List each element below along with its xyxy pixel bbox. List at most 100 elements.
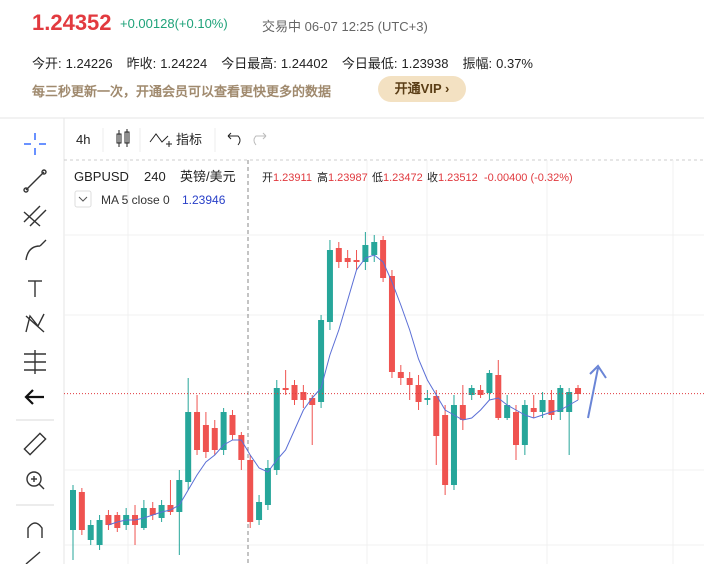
- candle-body: [326, 250, 333, 322]
- candle-body: [318, 320, 325, 402]
- channel-tool[interactable]: [23, 205, 47, 227]
- stat-value: 1.23938: [401, 56, 449, 71]
- pencil-tool[interactable]: [25, 551, 41, 564]
- candle-body: [309, 398, 316, 405]
- stat: 振幅: 0.37%: [463, 56, 534, 71]
- stat-label: 今开:: [32, 56, 62, 71]
- candle-body: [397, 372, 404, 378]
- candle-body: [282, 388, 289, 390]
- candle-body: [557, 388, 564, 412]
- candle-body: [229, 415, 236, 435]
- stats: 今开: 1.24226 昨收: 1.24224 今日最高: 1.24402 今日最低: 1.2…: [32, 53, 547, 72]
- ohlc-label: 高: [317, 170, 328, 184]
- interval-button[interactable]: 4h: [76, 132, 90, 147]
- candle-body: [548, 400, 555, 415]
- price-change: +0.00128(+0.10%): [120, 16, 228, 31]
- candle-body: [477, 390, 484, 395]
- candle-body: [105, 515, 112, 525]
- text-tool[interactable]: [28, 280, 42, 297]
- stat-value: 1.24402: [280, 56, 328, 71]
- grid: [64, 160, 704, 564]
- candle-body: [96, 520, 103, 545]
- candle-body: [247, 460, 254, 522]
- magnet-tool[interactable]: [27, 522, 43, 538]
- candle-body: [504, 405, 511, 418]
- line-tool[interactable]: [23, 169, 47, 193]
- stat: 今日最高: 1.24402: [221, 56, 328, 71]
- candle-body: [442, 415, 449, 485]
- brush-tool[interactable]: [25, 239, 47, 261]
- legend-change: -0.00400 (-0.32%): [484, 172, 573, 184]
- candle-body: [406, 378, 413, 385]
- last-price: 1.24352: [32, 10, 112, 35]
- stat-label: 振幅:: [462, 56, 493, 71]
- zoom-tool[interactable]: [26, 471, 45, 490]
- legend-chevron: [78, 196, 88, 202]
- candle-body: [362, 245, 369, 262]
- indicator-icon: [149, 133, 172, 147]
- candle-body: [353, 260, 360, 262]
- candle-body: [211, 428, 218, 450]
- ohlc-label: 低: [372, 171, 383, 184]
- ma-name: MA 5 close 0: [101, 193, 170, 207]
- candle-body: [424, 398, 431, 400]
- candle-body: [344, 258, 351, 262]
- candle-body: [300, 392, 307, 400]
- candle-body: [380, 240, 387, 278]
- candle-body: [202, 425, 209, 452]
- stat-value: 1.24226: [65, 56, 113, 71]
- vip-button[interactable]: 开通VIP ›: [378, 76, 466, 102]
- candle-body: [176, 480, 183, 512]
- candle-body: [335, 248, 342, 262]
- back-tool[interactable]: [24, 389, 44, 405]
- crosshair-tool[interactable]: [24, 133, 46, 155]
- candle-body: [149, 508, 156, 515]
- status: 交易中 06-07 12:25 (UTC+3): [262, 19, 428, 34]
- candle-body: [273, 388, 280, 470]
- candle-body: [575, 388, 582, 394]
- ohlc-label: 开: [262, 172, 273, 184]
- stat-label: 昨收:: [126, 56, 157, 71]
- candle-body: [530, 408, 537, 412]
- stat: 今日最低: 1.23938: [342, 56, 449, 71]
- candle-body: [87, 525, 94, 540]
- plot: [64, 232, 704, 560]
- candle-body: [256, 502, 263, 520]
- stat-label: 今日最高:: [221, 56, 277, 71]
- ohlc-value: 1.23911: [273, 172, 312, 184]
- candle-body: [291, 385, 298, 400]
- interval: 240: [144, 169, 166, 184]
- chart-type-button[interactable]: [116, 129, 130, 147]
- candle-body: [238, 435, 245, 460]
- candle-body: [167, 505, 174, 512]
- indicators-button[interactable]: 指标: [176, 132, 202, 147]
- redo-button[interactable]: [253, 132, 267, 146]
- drawn-arrow: [587, 364, 607, 419]
- candle-body: [566, 392, 573, 412]
- undo-button[interactable]: [227, 132, 241, 146]
- candle-body: [486, 373, 493, 393]
- stat-value: 1.24224: [160, 56, 208, 71]
- measure-tool[interactable]: [24, 350, 46, 374]
- candle-body: [388, 276, 395, 372]
- stat-value: 0.37%: [496, 56, 533, 71]
- candle-body: [495, 375, 502, 418]
- legend-toggle[interactable]: [74, 190, 92, 208]
- candle-body: [78, 492, 85, 530]
- vip-label: 开通VIP: [394, 81, 442, 96]
- ohlc-value: 1.23472: [383, 172, 423, 184]
- candle-body: [194, 412, 201, 450]
- left-toolbar: [16, 133, 54, 564]
- candle-body: [468, 388, 475, 395]
- pattern-tool[interactable]: [25, 313, 45, 333]
- ohlc-label: 收: [427, 170, 438, 184]
- ohlc-value: 1.23987: [328, 172, 368, 184]
- candle-body: [220, 412, 227, 450]
- ohlc-value: 1.23512: [438, 172, 478, 184]
- stat: 今开: 1.24226: [32, 56, 113, 71]
- candle-body: [185, 412, 192, 482]
- candle-body: [521, 405, 528, 445]
- ruler-tool[interactable]: [23, 432, 47, 456]
